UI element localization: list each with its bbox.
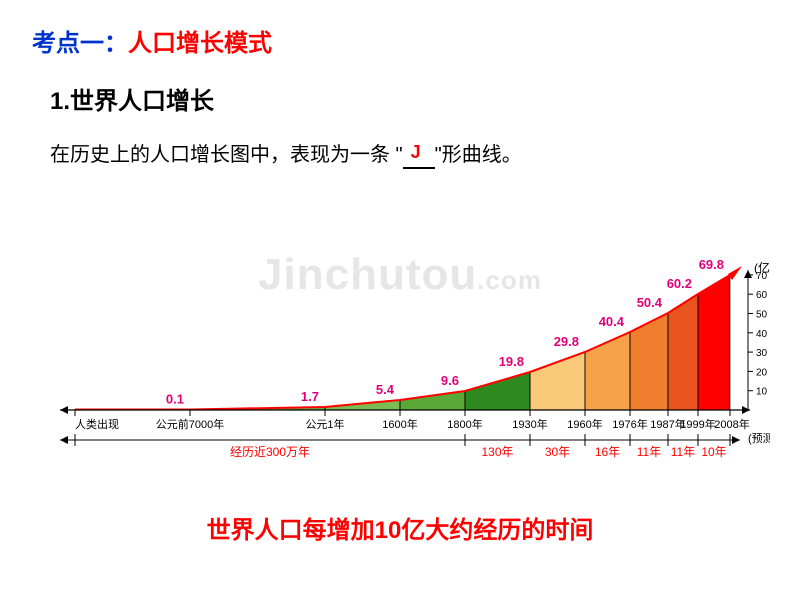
svg-text:16年: 16年 — [595, 445, 620, 459]
prefix: 考点一： — [32, 30, 128, 57]
desc-after: "形曲线。 — [435, 144, 522, 166]
svg-text:130年: 130年 — [481, 445, 513, 459]
svg-text:40: 40 — [756, 329, 768, 340]
svg-text:50.4: 50.4 — [637, 295, 663, 310]
description: 在历史上的人口增长图中，表现为一条 " J "形曲线。 — [50, 138, 768, 169]
subheading-text: 世界人口增长 — [70, 88, 214, 115]
section-title: 考点一：人口增长模式 — [32, 28, 768, 59]
svg-text:9.6: 9.6 — [441, 373, 459, 388]
svg-text:40.4: 40.4 — [599, 314, 625, 329]
svg-text:30: 30 — [756, 348, 768, 359]
bottom-text: 世界人口每增加10亿大约经历的时间 — [207, 517, 594, 544]
svg-text:20: 20 — [756, 367, 768, 378]
svg-text:(预测): (预测) — [748, 432, 770, 445]
svg-text:69.8: 69.8 — [699, 260, 724, 272]
svg-text:19.8: 19.8 — [499, 354, 524, 369]
svg-text:30年: 30年 — [545, 445, 570, 459]
svg-text:60.2: 60.2 — [667, 276, 692, 291]
svg-text:5.4: 5.4 — [376, 382, 395, 397]
svg-text:1960年: 1960年 — [567, 417, 602, 431]
svg-text:10: 10 — [756, 387, 768, 398]
blank-value: J — [411, 142, 421, 163]
svg-text:1600年: 1600年 — [382, 417, 417, 431]
svg-text:29.8: 29.8 — [554, 334, 579, 349]
subheading: 1.世界人口增长 — [50, 81, 768, 116]
svg-text:0.1: 0.1 — [166, 392, 184, 407]
svg-text:1800年: 1800年 — [447, 417, 482, 431]
svg-text:1.7: 1.7 — [301, 389, 319, 404]
desc-before: 在历史上的人口增长图中，表现为一条 " — [50, 144, 403, 166]
blank-underline: J — [403, 144, 435, 169]
svg-text:(亿人): (亿人) — [754, 260, 770, 275]
svg-text:11年: 11年 — [637, 445, 661, 459]
bottom-caption: 世界人口每增加10亿大约经历的时间 — [0, 510, 800, 545]
svg-text:经历近300万年: 经历近300万年 — [230, 445, 310, 459]
svg-text:11年: 11年 — [671, 445, 695, 459]
svg-text:60: 60 — [756, 290, 768, 301]
svg-text:2008年: 2008年 — [714, 417, 749, 431]
svg-text:1999年: 1999年 — [680, 417, 715, 431]
svg-text:1976年: 1976年 — [612, 417, 647, 431]
svg-text:人类出现: 人类出现 — [75, 417, 119, 431]
svg-text:10年: 10年 — [701, 445, 726, 459]
svg-text:公元1年: 公元1年 — [305, 417, 344, 431]
population-chart: 人类出现 0.1 公元前7000年 1.7 公元1年 5.4 1600年 9.6 1800年 19… — [30, 260, 770, 470]
svg-text:1930年: 1930年 — [512, 417, 547, 431]
title: 人口增长模式 — [128, 30, 272, 57]
svg-text:公元前7000年: 公元前7000年 — [156, 417, 224, 431]
subheading-number: 1. — [50, 88, 70, 115]
svg-text:50: 50 — [756, 310, 768, 321]
